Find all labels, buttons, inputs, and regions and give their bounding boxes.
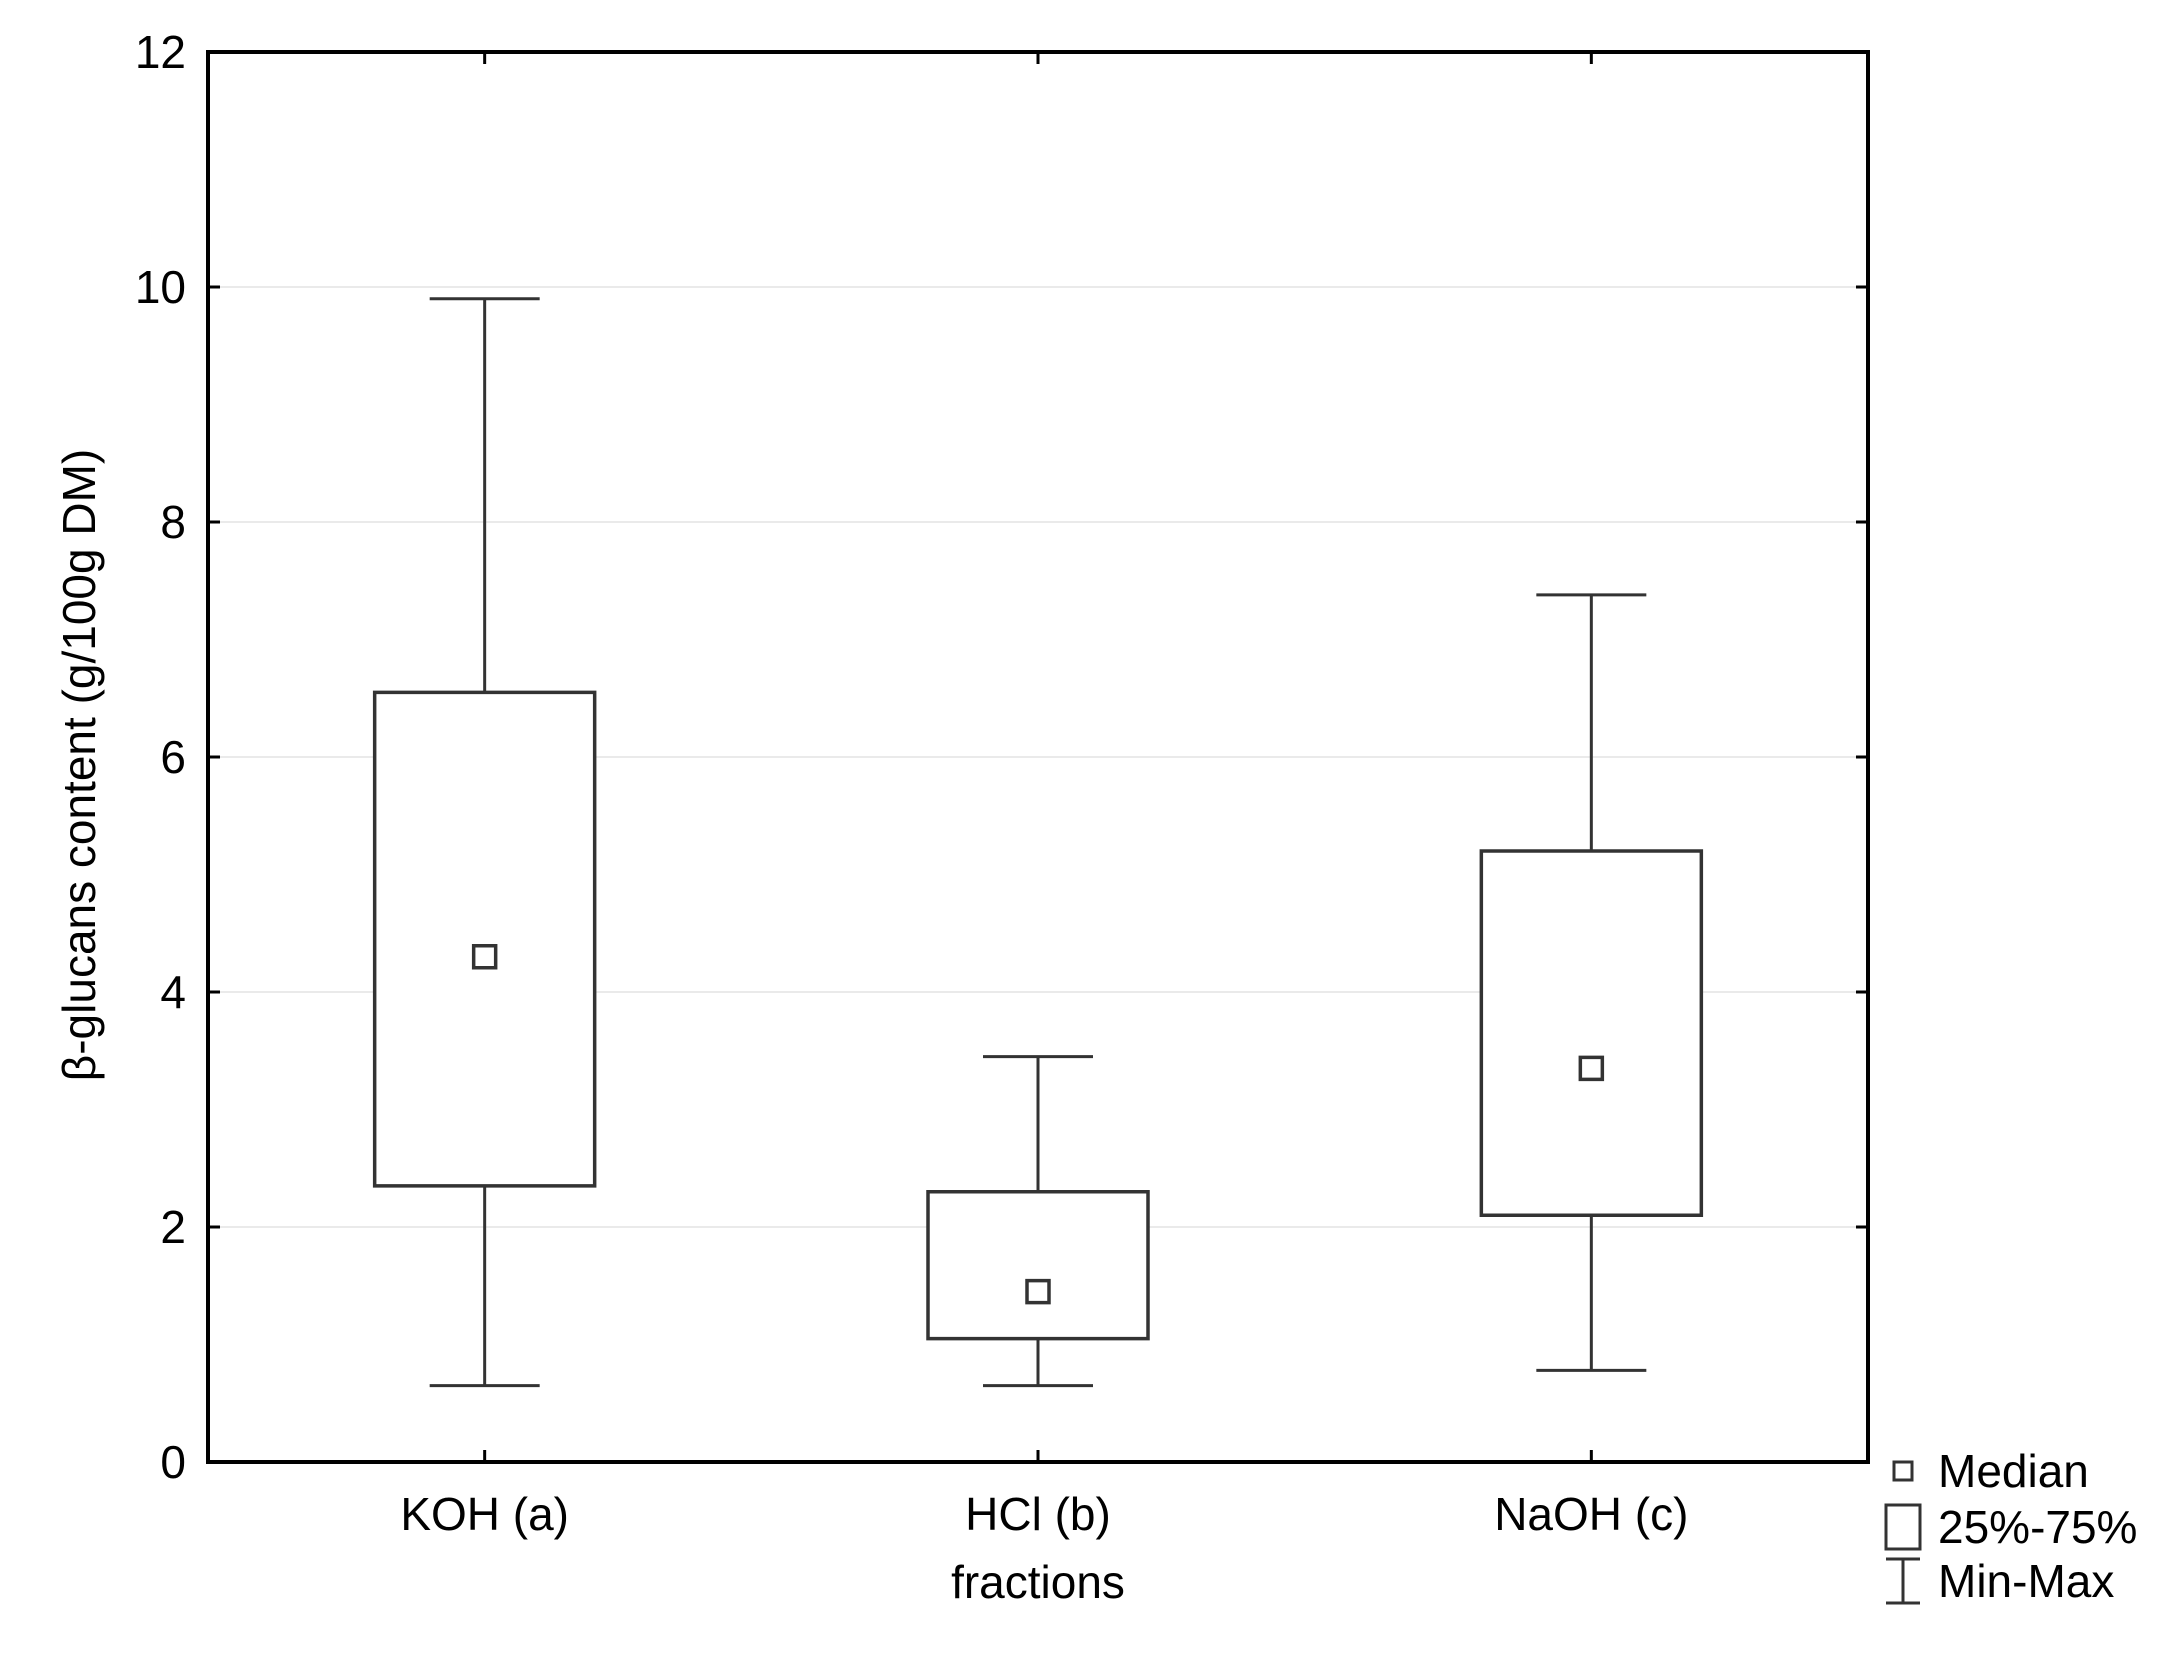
x-tick-label: HCl (b) — [965, 1488, 1111, 1540]
box-group — [926, 1055, 1150, 1388]
iqr-box — [1479, 849, 1704, 1217]
legend-median-swatch — [1892, 1460, 1914, 1482]
legend-label: 25%-75% — [1938, 1501, 2137, 1553]
median-marker — [471, 944, 498, 970]
x-axis-title: fractions — [951, 1556, 1125, 1608]
median-marker — [1578, 1055, 1605, 1082]
x-tick-label: KOH (a) — [400, 1488, 569, 1540]
iqr-box — [372, 690, 597, 1188]
y-tick-label: 12 — [135, 26, 186, 78]
legend-box-swatch — [1884, 1503, 1922, 1551]
axis-ticks: 0 2 4 6 8 10 12 KOH (a) HCl (b) NaOH (c) — [135, 26, 1868, 1540]
y-tick-label: 0 — [160, 1436, 186, 1488]
legend-label: Min-Max — [1938, 1555, 2114, 1607]
y-tick-label: 10 — [135, 261, 186, 313]
iqr-box — [926, 1190, 1150, 1341]
y-axis-title: β-glucans content (g/100g DM) — [53, 449, 105, 1081]
box-group — [1479, 593, 1704, 1372]
median-marker — [1025, 1278, 1051, 1305]
box-group — [372, 297, 597, 1388]
boxes — [372, 297, 1704, 1388]
legend-label: Median — [1938, 1445, 2089, 1497]
y-tick-label: 2 — [160, 1201, 186, 1253]
y-tick-label: 4 — [160, 966, 186, 1018]
y-tick-label: 6 — [160, 731, 186, 783]
x-tick-label: NaOH (c) — [1494, 1488, 1688, 1540]
y-tick-label: 8 — [160, 496, 186, 548]
